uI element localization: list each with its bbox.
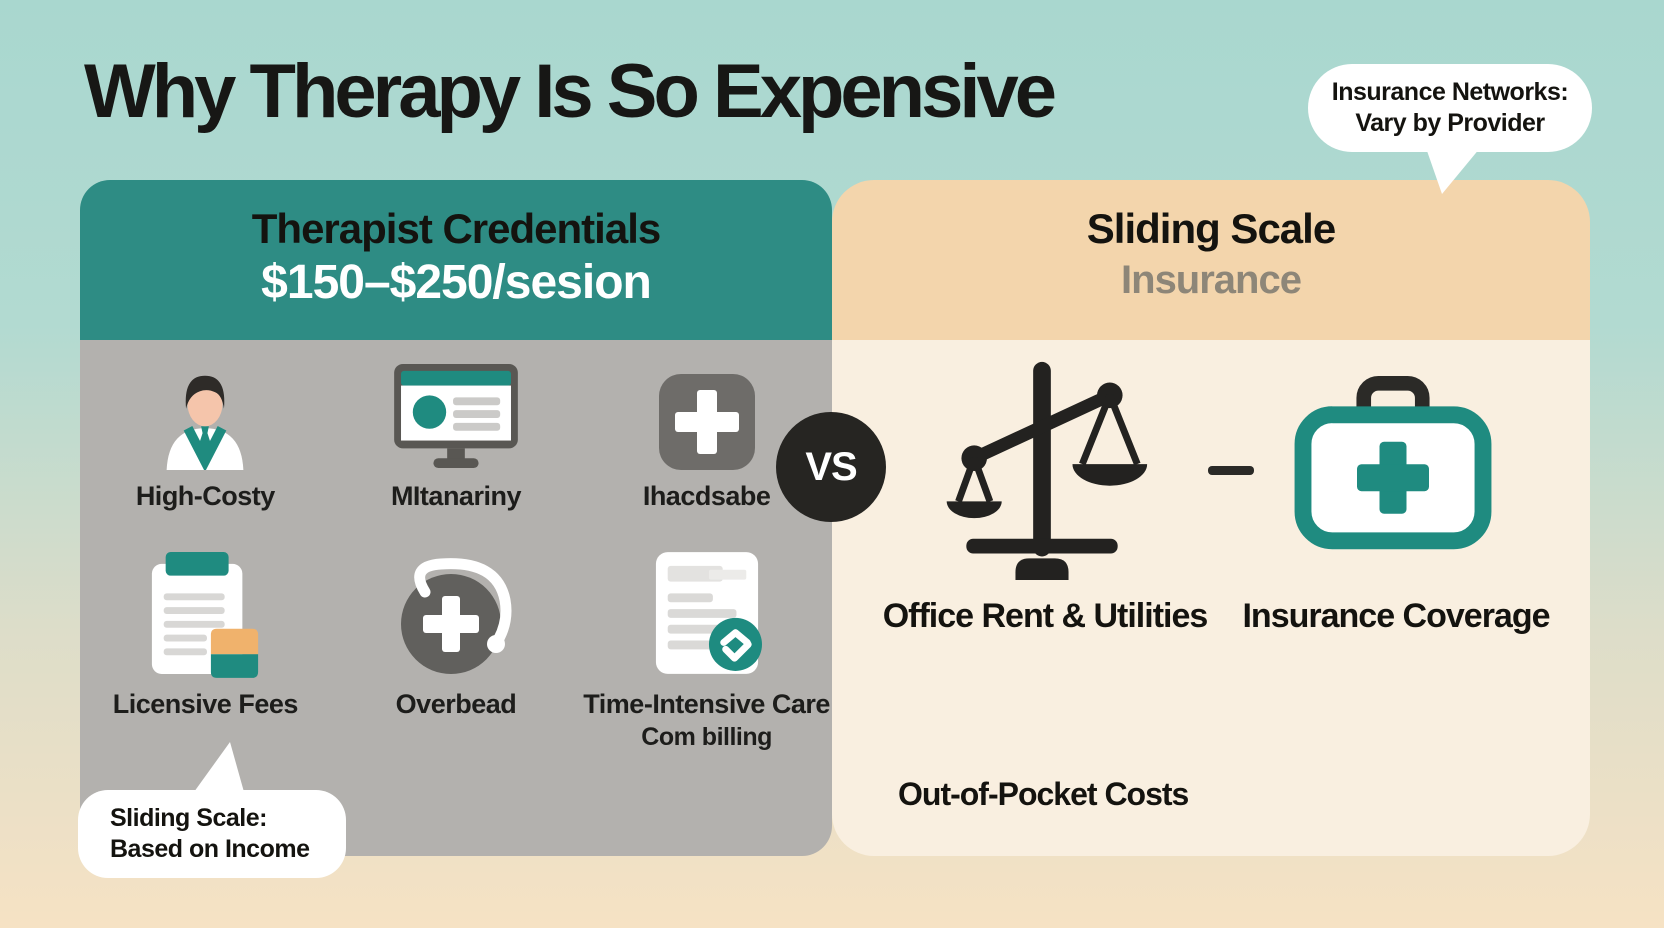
bubble-line: Sliding Scale:: [110, 803, 267, 832]
bubble-line: Insurance Networks:: [1331, 77, 1569, 106]
left-grid-row-2: Licensive Fees Overbead: [80, 546, 832, 752]
vs-badge: VS: [776, 412, 886, 522]
item-label: Office Rent & Utilities: [882, 597, 1209, 635]
right-header-title: Sliding Scale: [1086, 205, 1336, 252]
minus-separator-icon: [1208, 466, 1254, 475]
list-item: Time-Intensive Care Com billing: [581, 546, 832, 752]
insurance-networks-bubble: Insurance Networks: Vary by Provider: [1308, 64, 1592, 152]
left-panel-body: High-Costy: [80, 340, 832, 856]
list-item: High-Costy: [80, 362, 331, 512]
billing-document-icon: [652, 546, 762, 678]
list-item: Licensive Fees: [80, 546, 331, 752]
item-label: Ihacdsabe: [642, 481, 771, 511]
left-header-subtitle: $150–$250/sesion: [261, 256, 652, 310]
bubble-tail: [194, 742, 244, 792]
therapist-costs-panel: Therapist Credentials $150–$250/sesion: [80, 180, 832, 856]
right-panel-body: Office Rent & Utilities Insurance Covera…: [832, 340, 1590, 856]
first-aid-kit-icon: [1294, 374, 1492, 555]
right-panel-header: Sliding Scale Insurance: [832, 180, 1590, 340]
bubble-line: Based on Income: [110, 835, 310, 863]
item-label-line2: Com billing: [641, 723, 772, 752]
list-item: Ihacdsabe: [581, 362, 832, 512]
balance-scale-icon: [936, 356, 1148, 587]
item-label: Overbead: [395, 688, 517, 719]
left-panel-header: Therapist Credentials $150–$250/sesion: [80, 180, 832, 340]
bubble-tail: [1426, 148, 1480, 194]
medical-cross-icon: [658, 362, 755, 470]
page-title: Why Therapy Is So Expensive: [84, 49, 1057, 134]
monitor-icon: [390, 362, 522, 470]
sliding-scale-bubble: Sliding Scale: Based on Income: [78, 790, 346, 878]
item-label: MItanariny: [390, 481, 522, 511]
bubble-line: Vary by Provider: [1355, 109, 1545, 137]
list-item: MItanariny: [331, 362, 582, 512]
overhead-icon: [393, 546, 519, 678]
item-label: Insurance Coverage: [1242, 597, 1550, 635]
left-header-title: Therapist Credentials: [251, 205, 661, 252]
out-of-pocket-label: Out-of-Pocket Costs: [898, 776, 1189, 812]
left-grid-row-1: High-Costy: [80, 362, 832, 512]
license-document-icon: [146, 546, 264, 678]
list-item: Overbead: [331, 546, 582, 752]
therapist-icon: [157, 362, 253, 470]
right-header-subtitle: Insurance: [1121, 258, 1302, 303]
item-label: Time-Intensive Care: [583, 688, 830, 719]
sliding-scale-panel: Sliding Scale Insurance: [832, 180, 1590, 856]
item-label: High-Costy: [135, 481, 276, 511]
item-label: Licensive Fees: [112, 688, 299, 719]
